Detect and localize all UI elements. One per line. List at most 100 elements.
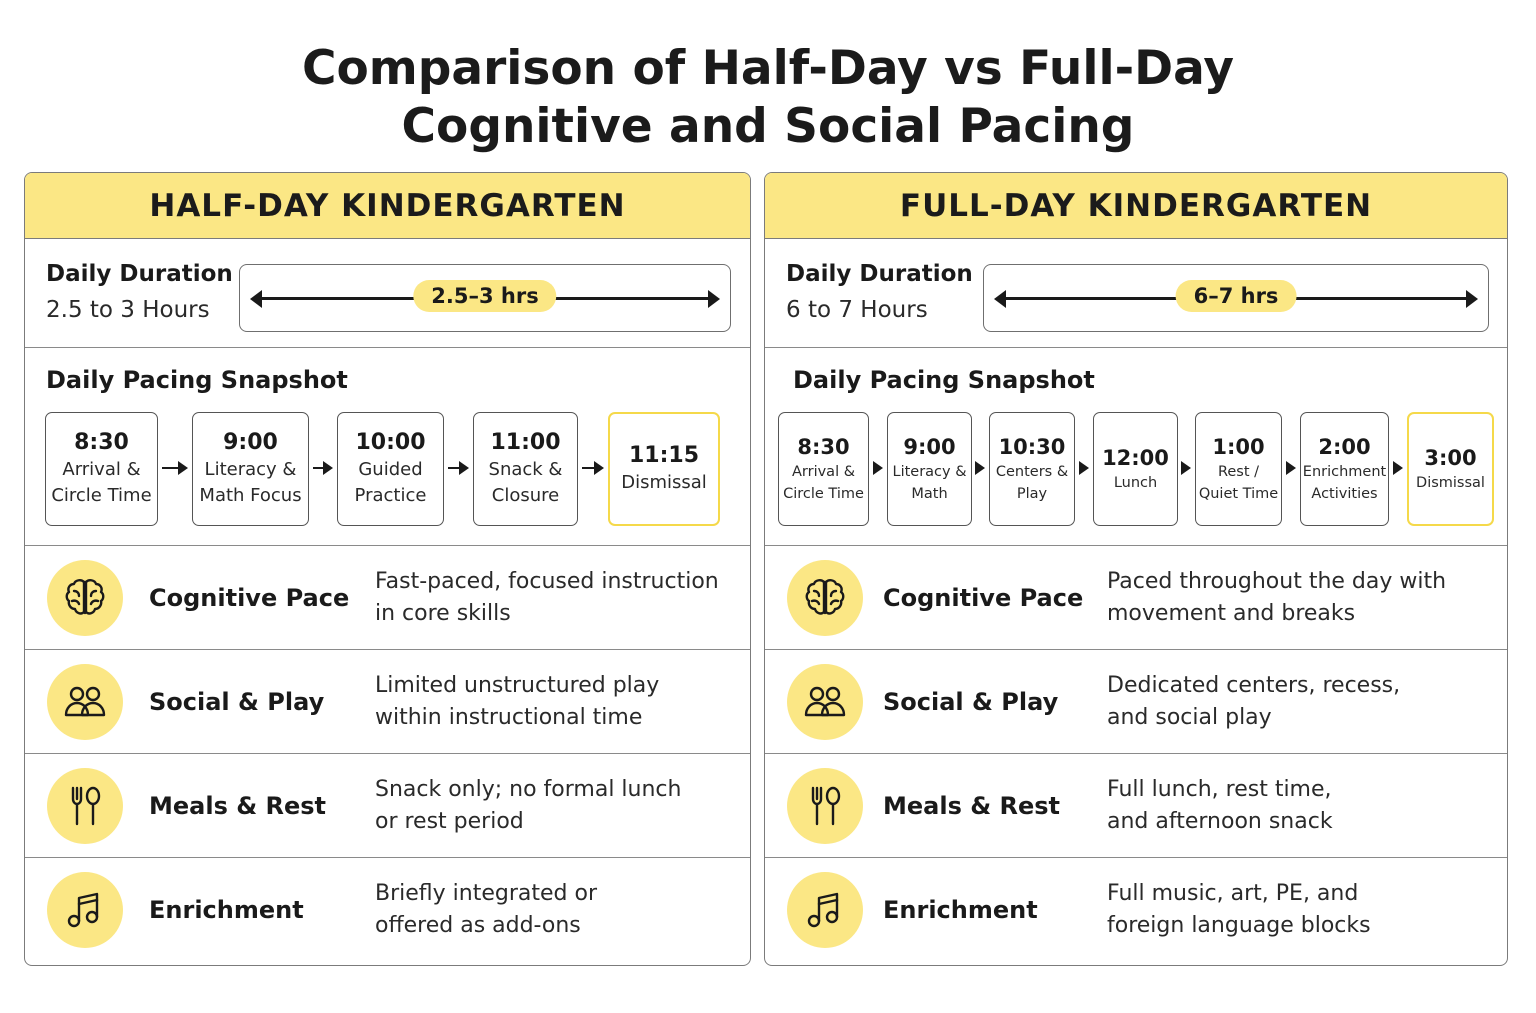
row-label: Enrichment bbox=[883, 896, 1038, 924]
duration-badge: 2.5–3 hrs bbox=[413, 280, 557, 312]
row-description: Full lunch, rest time, and afternoon snac… bbox=[1107, 754, 1487, 858]
description-line: Paced throughout the day with bbox=[1107, 569, 1447, 594]
description-line: Dedicated centers, recess, bbox=[1107, 673, 1401, 698]
description-line: Snack only; no formal lunch bbox=[375, 777, 682, 802]
arrow-right-icon bbox=[1181, 461, 1191, 475]
comparison-row: Cognitive Pace Fast-paced, focused instru… bbox=[25, 546, 750, 650]
step-label: Arrival & bbox=[62, 459, 141, 480]
people-icon bbox=[47, 664, 123, 740]
description-line: Fast-paced, focused instruction bbox=[375, 569, 719, 594]
arrow-right-icon bbox=[1393, 461, 1403, 475]
row-description: Snack only; no formal lunch or rest perio… bbox=[375, 754, 735, 858]
row-description: Full music, art, PE, and foreign language… bbox=[1107, 858, 1487, 962]
timeline-step: 10:30 Centers & Play bbox=[989, 412, 1075, 526]
comparison-row: Enrichment Full music, art, PE, and foreig… bbox=[765, 858, 1507, 962]
step-label: Math bbox=[911, 486, 948, 502]
timeline-step: 8:30 Arrival & Circle Time bbox=[45, 412, 158, 526]
step-label: Activities bbox=[1311, 486, 1378, 502]
brain-icon bbox=[47, 560, 123, 636]
description-line: Limited unstructured play bbox=[375, 673, 660, 698]
step-time: 10:00 bbox=[355, 430, 426, 455]
step-time: 9:00 bbox=[223, 430, 278, 455]
step-label: Play bbox=[1016, 486, 1048, 502]
step-label: Practice bbox=[354, 485, 427, 506]
timeline-step: 10:00 Guided Practice bbox=[337, 412, 444, 526]
arrow-left-icon bbox=[994, 290, 1006, 308]
timeline-step: 9:00 Literacy & Math bbox=[887, 412, 972, 526]
row-description: Briefly integrated or offered as add-ons bbox=[375, 858, 735, 962]
row-label: Meals & Rest bbox=[883, 792, 1061, 820]
arrow-right-icon bbox=[313, 461, 333, 475]
arrow-right-icon bbox=[975, 461, 985, 475]
row-description: Limited unstructured play within instruct… bbox=[375, 650, 735, 754]
arrow-left-icon bbox=[250, 290, 262, 308]
duration-bar: 2.5–3 hrs bbox=[239, 264, 731, 332]
step-label: Circle Time bbox=[51, 485, 152, 506]
description-line: Full lunch, rest time, bbox=[1107, 777, 1332, 802]
step-label: Guided bbox=[358, 459, 423, 480]
step-label: Arrival & bbox=[791, 464, 856, 480]
comparison-row: Social & Play Dedicated centers, recess, a… bbox=[765, 650, 1507, 754]
step-time: 8:30 bbox=[797, 435, 850, 459]
brain-icon bbox=[787, 560, 863, 636]
comparison-row: Meals & Rest Full lunch, rest time, and af… bbox=[765, 754, 1507, 858]
full-day-header: FULL-DAY KINDERGARTEN bbox=[765, 173, 1507, 239]
duration-badge: 6–7 hrs bbox=[1175, 280, 1297, 312]
description-line: in core skills bbox=[375, 601, 511, 626]
duration-value: 2.5 to 3 Hours bbox=[46, 297, 210, 323]
arrow-right-icon bbox=[873, 461, 883, 475]
comparison-row: Cognitive Pace Paced throughout the day w… bbox=[765, 546, 1507, 650]
row-label: Social & Play bbox=[149, 688, 325, 716]
timeline-step: 3:00 Dismissal bbox=[1407, 412, 1494, 526]
timeline-step: 12:00 Lunch bbox=[1093, 412, 1178, 526]
duration-label: Daily Duration bbox=[46, 261, 233, 287]
comparison-row: Meals & Rest Snack only; no formal lunch o… bbox=[25, 754, 750, 858]
row-label: Cognitive Pace bbox=[883, 584, 1084, 612]
comparison-row: Social & Play Limited unstructured play wi… bbox=[25, 650, 750, 754]
description-line: and afternoon snack bbox=[1107, 809, 1333, 834]
step-label: Lunch bbox=[1113, 475, 1158, 491]
step-time: 2:00 bbox=[1318, 435, 1371, 459]
step-time: 11:15 bbox=[628, 443, 700, 468]
pacing-title: Daily Pacing Snapshot bbox=[46, 366, 348, 394]
arrow-right-icon bbox=[448, 461, 469, 475]
full-day-duration-section: Daily Duration 6 to 7 Hours 6–7 hrs bbox=[765, 239, 1507, 348]
step-label: Snack & bbox=[488, 459, 563, 480]
step-time: 1:00 bbox=[1212, 435, 1265, 459]
arrow-right-icon bbox=[582, 461, 604, 475]
fork-spoon-icon bbox=[787, 768, 863, 844]
half-day-panel: HALF-DAY KINDERGARTEN Daily Duration 2.5… bbox=[24, 172, 751, 966]
timeline-step: 1:00 Rest / Quiet Time bbox=[1195, 412, 1282, 526]
timeline-step: 8:30 Arrival & Circle Time bbox=[778, 412, 869, 526]
arrow-right-icon bbox=[1286, 461, 1296, 475]
row-description: Fast-paced, focused instruction in core s… bbox=[375, 546, 735, 650]
step-label: Closure bbox=[491, 485, 560, 506]
music-note-icon bbox=[47, 872, 123, 948]
step-time: 10:30 bbox=[998, 435, 1066, 459]
timeline-step: 9:00 Literacy & Math Focus bbox=[192, 412, 309, 526]
row-label: Enrichment bbox=[149, 896, 304, 924]
page-title: Comparison of Half-Day vs Full-Day Cogni… bbox=[0, 40, 1536, 156]
step-label: Centers & bbox=[995, 464, 1069, 480]
step-label: Dismissal bbox=[1416, 475, 1485, 491]
step-label: Rest / bbox=[1217, 464, 1260, 480]
duration-label: Daily Duration bbox=[786, 261, 973, 287]
half-day-header: HALF-DAY KINDERGARTEN bbox=[25, 173, 750, 239]
step-time: 12:00 bbox=[1102, 446, 1169, 470]
timeline-step: 11:00 Snack & Closure bbox=[473, 412, 578, 526]
row-label: Cognitive Pace bbox=[149, 584, 350, 612]
pacing-title: Daily Pacing Snapshot bbox=[793, 366, 1095, 394]
arrow-right-icon bbox=[1466, 290, 1478, 308]
step-time: 8:30 bbox=[74, 430, 129, 455]
step-time: 3:00 bbox=[1424, 446, 1477, 470]
people-icon bbox=[787, 664, 863, 740]
full-day-panel: FULL-DAY KINDERGARTEN Daily Duration 6 t… bbox=[764, 172, 1508, 966]
row-description: Paced throughout the day with movement an… bbox=[1107, 546, 1487, 650]
duration-bar: 6–7 hrs bbox=[983, 264, 1489, 332]
step-label: Quiet Time bbox=[1198, 486, 1279, 502]
step-label: Dismissal bbox=[621, 472, 707, 493]
half-day-pacing-section: Daily Pacing Snapshot 8:30 Arrival & Circl… bbox=[25, 348, 750, 546]
step-label: Enrichment bbox=[1302, 464, 1387, 480]
description-line: within instructional time bbox=[375, 705, 643, 730]
arrow-right-icon bbox=[708, 290, 720, 308]
